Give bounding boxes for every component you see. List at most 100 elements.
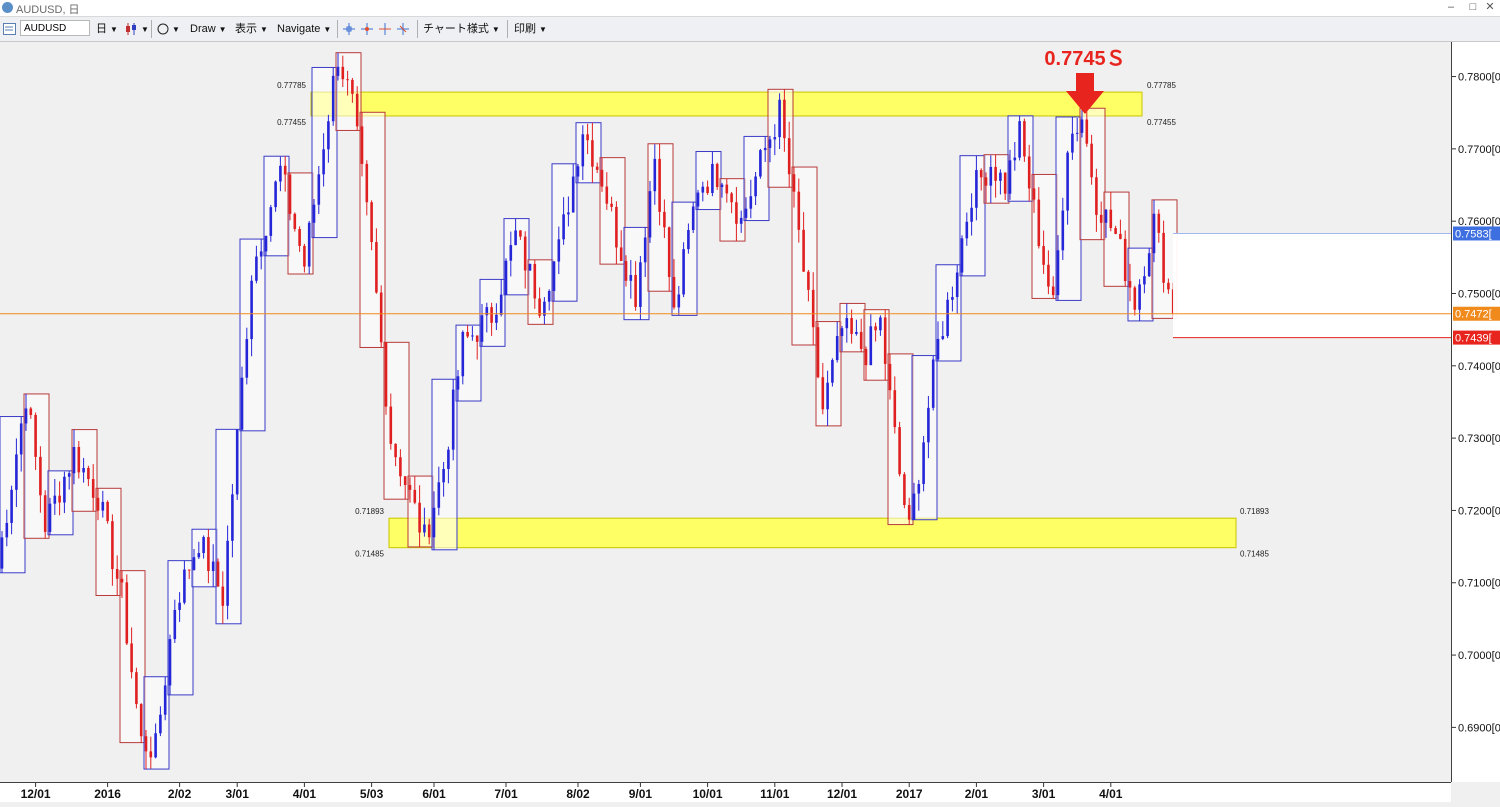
candle-body (768, 139, 772, 148)
resistance-zone[interactable] (310, 91, 1143, 117)
candle-body (831, 360, 834, 383)
candle-body (528, 263, 532, 271)
candle-body (547, 290, 551, 302)
candle-body (1023, 121, 1026, 157)
candle-body (970, 207, 973, 222)
candle-body (375, 242, 378, 293)
candle-body (917, 484, 921, 494)
candle-body (480, 315, 484, 342)
chevron-down-icon: ▼ (110, 25, 118, 34)
candle-body (0, 537, 4, 569)
candle-body (615, 206, 618, 248)
candle-body (111, 521, 114, 570)
candle-body (1099, 214, 1103, 223)
candle-body (490, 307, 493, 323)
candle-body (19, 423, 23, 455)
candle-body (883, 317, 887, 364)
minimize-button[interactable]: – (1447, 1, 1455, 13)
navigate-menu[interactable]: Navigate ▼ (277, 21, 331, 37)
candle-body (163, 685, 167, 715)
candle-body (663, 211, 666, 228)
candle-body (144, 736, 148, 752)
zone-upper-bottom-label-right: 0.77455 (1147, 118, 1176, 127)
close-button[interactable]: ✕ (1485, 1, 1495, 13)
candle-body (581, 134, 585, 167)
candle-body (1152, 213, 1156, 254)
candle-body (187, 569, 191, 571)
zone-lower-top-label: 0.71893 (355, 507, 384, 516)
candle-body (1051, 286, 1055, 296)
timeframe-dropdown[interactable]: 日 ▼ (96, 21, 118, 37)
candle-body (754, 176, 757, 197)
price-tick-label: 0.6900[0 (1458, 722, 1500, 734)
candle-body (399, 457, 402, 477)
candle-body (711, 163, 714, 193)
support-zone[interactable] (388, 517, 1237, 549)
candle-body (173, 609, 177, 640)
candle-body (1147, 253, 1151, 277)
chart-area[interactable]: 0.77785 0.77455 0.77785 0.77455 0.71893 … (0, 42, 1451, 782)
candle-body (1061, 210, 1065, 251)
candle-body (1018, 121, 1021, 158)
time-axis[interactable]: 12/01 2016 2/02 3/01 4/01 5/03 6/01 7/01 8/02 9/0… (0, 782, 1451, 802)
time-tick-label: 3/01 (226, 787, 250, 801)
weekly-range-box (239, 238, 266, 432)
candle-body (1114, 228, 1117, 234)
candle-body (1109, 209, 1113, 229)
chart-properties-icon[interactable] (3, 23, 16, 35)
weekly-range-box (167, 560, 194, 696)
candle-body (106, 501, 109, 522)
candle-body (360, 126, 364, 164)
price-axis[interactable]: 0.7800[0 0.7700[0 0.7600[0 0.7500[0 0.7400[0… (1451, 42, 1500, 782)
draw-menu[interactable]: Draw ▼ (190, 21, 227, 37)
maximize-button[interactable]: □ (1469, 1, 1477, 13)
print-menu[interactable]: 印刷 ▼ (514, 21, 547, 37)
chart-style-menu[interactable]: チャート様式 ▼ (423, 21, 500, 37)
price-range-band (1173, 233, 1451, 338)
candle-body (1071, 133, 1074, 153)
candle-body (101, 501, 105, 511)
candle-body (1047, 264, 1050, 287)
candle-body (922, 442, 925, 485)
candle-body (807, 271, 810, 290)
crosshair-add-icon[interactable] (361, 23, 373, 35)
candle-body (893, 390, 897, 428)
candle-body (504, 260, 508, 295)
candle-body (82, 467, 85, 473)
zone-upper-top-label: 0.77785 (277, 81, 306, 90)
time-tick-label: 4/01 (1099, 787, 1123, 801)
candle-body (341, 66, 345, 80)
crosshair-move-icon[interactable] (379, 23, 391, 35)
candle-body (903, 474, 906, 506)
symbol-input[interactable]: AUDUSD (20, 20, 90, 36)
shape-dropdown[interactable]: ▼ (157, 21, 180, 37)
display-menu[interactable]: 表示 ▼ (235, 21, 268, 37)
candle-body (706, 186, 709, 193)
chart-type-dropdown[interactable]: ▼ (124, 21, 149, 37)
candle-body (72, 446, 76, 474)
price-chart[interactable]: 0.77785 0.77455 0.77785 0.77455 0.71893 … (0, 42, 1451, 782)
price-tick-label: 0.7100[0 (1458, 578, 1500, 590)
candle-body (115, 569, 119, 579)
candle-body (1056, 250, 1060, 296)
candle-body (816, 327, 820, 378)
candle-body (216, 561, 220, 587)
crosshair-icon[interactable] (343, 23, 355, 35)
time-tick-label: 10/01 (693, 787, 723, 801)
candle-body (499, 294, 503, 315)
candle-body (634, 274, 637, 307)
price-tick-label: 0.7300[0 (1458, 433, 1500, 445)
price-tick-label: 0.7600[0 (1458, 216, 1500, 228)
crosshair-delete-icon[interactable] (397, 23, 409, 35)
candle-body (619, 247, 623, 262)
candle-body (159, 714, 162, 734)
candle-body (403, 476, 407, 485)
candle-body (288, 174, 292, 214)
candlesticks (0, 52, 1175, 770)
price-tag (1453, 226, 1500, 241)
candle-body (576, 166, 580, 177)
candle-body (610, 203, 613, 207)
candle-body (135, 672, 138, 705)
candle-body (15, 454, 18, 490)
time-tick-label: 11/01 (760, 787, 790, 801)
